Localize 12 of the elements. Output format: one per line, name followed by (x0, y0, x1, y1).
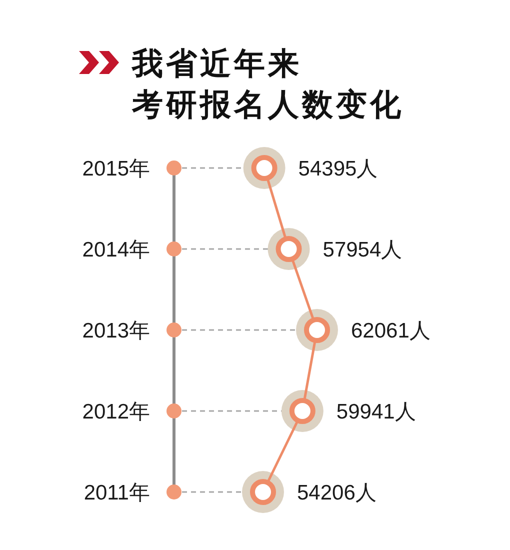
y-tick-label: 2015年 (82, 158, 150, 181)
y-tick-label: 2013年 (82, 320, 150, 343)
data-label: 54206人 (297, 482, 376, 505)
data-label: 62061人 (351, 320, 430, 343)
data-label: 57954人 (322, 238, 402, 262)
y-tick-label: 2011年 (84, 482, 150, 505)
chart-subtitle: 考研报名人数变化 (131, 87, 404, 123)
y-tick-label: 2012年 (82, 400, 150, 424)
data-label: 59941人 (336, 400, 416, 424)
y-tick-label: 2014年 (82, 238, 150, 262)
chart-title: 我省近年来 (131, 46, 302, 82)
data-label: 54395人 (298, 158, 378, 181)
